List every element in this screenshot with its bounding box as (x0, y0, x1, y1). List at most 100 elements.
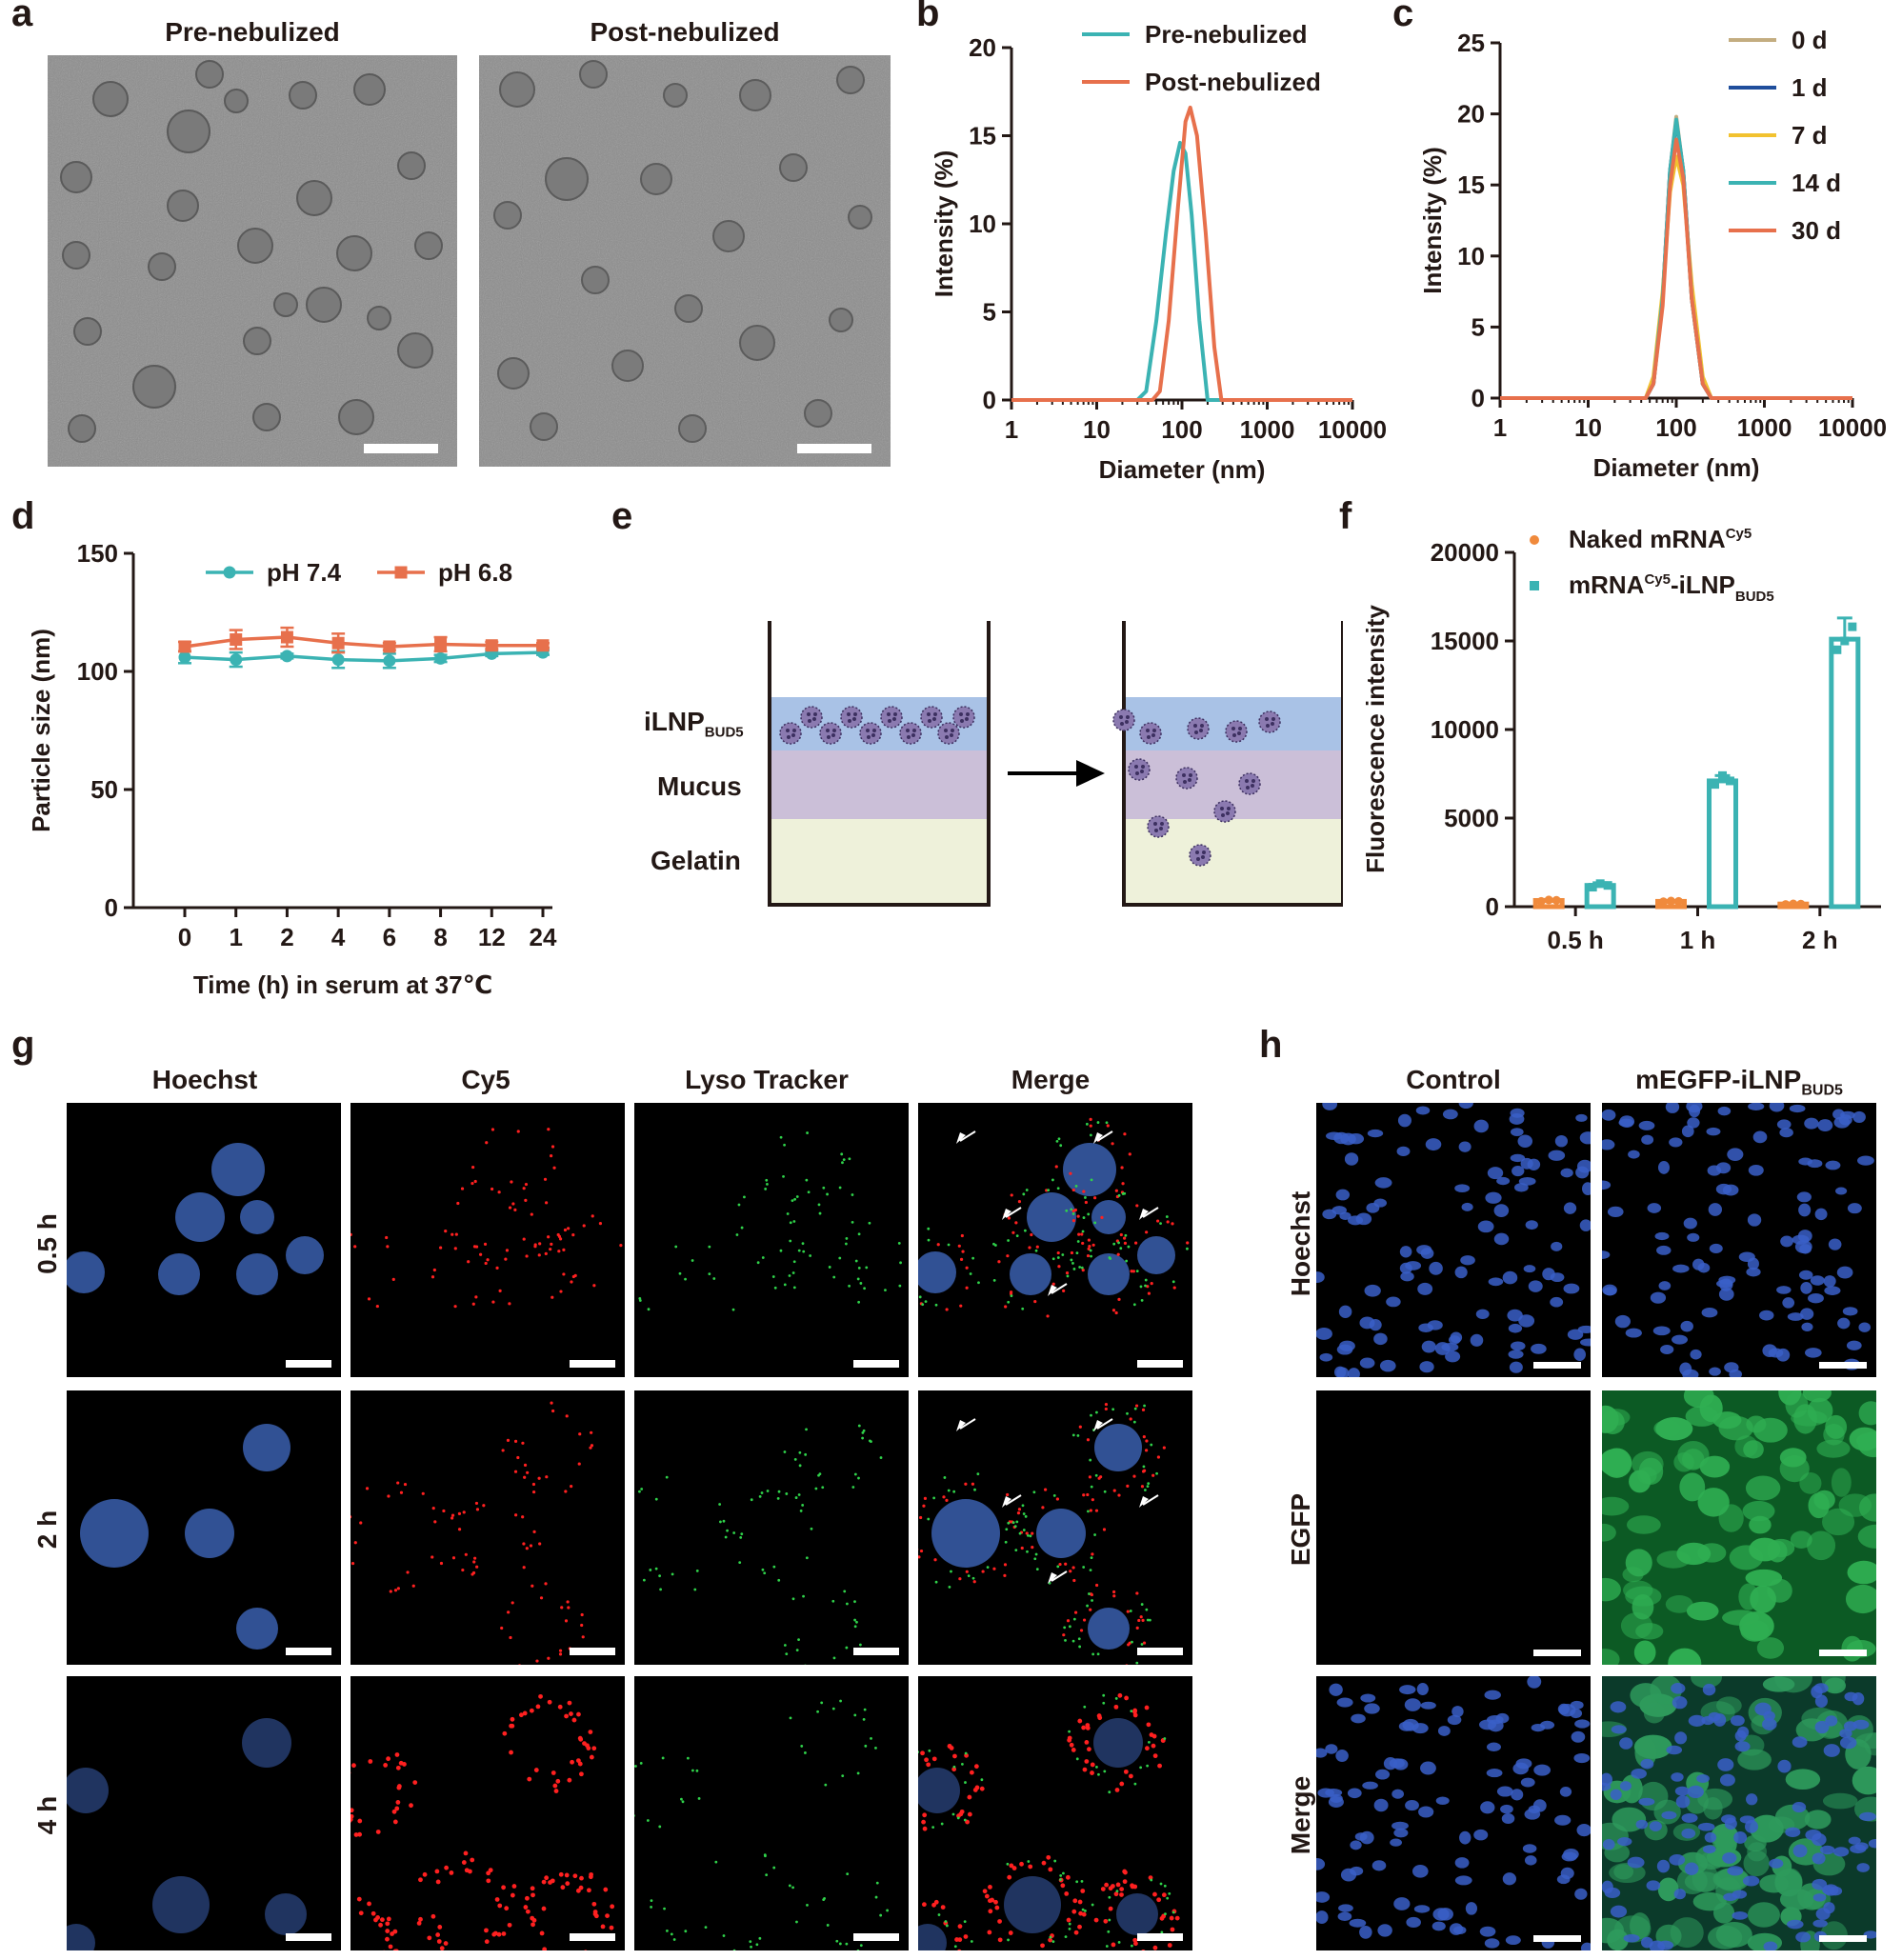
cy5-dot (439, 1561, 444, 1566)
cell (1638, 1781, 1669, 1811)
cy5-dot (598, 1222, 603, 1226)
lyso-dot (798, 1450, 802, 1454)
cy5-dot (1156, 1219, 1160, 1223)
cy5-dot (1082, 1493, 1086, 1497)
cy5-dot (523, 1905, 529, 1910)
cy5-dot (471, 1165, 475, 1170)
cy5-dot (1091, 1243, 1095, 1247)
nucleus (1340, 1132, 1356, 1146)
lyso-dot (886, 1909, 890, 1912)
cy5-dot (922, 1826, 928, 1831)
cy5-dot (507, 1922, 512, 1928)
cy5-dot (507, 1610, 511, 1614)
lyso-dot (1068, 1730, 1071, 1733)
scale-bar (1533, 1935, 1581, 1942)
lyso-dot (1075, 1251, 1079, 1255)
nucleus (1551, 1241, 1563, 1251)
nucleus (1027, 1192, 1076, 1242)
nucleus (1638, 1797, 1655, 1807)
cy5-dot (521, 1441, 525, 1445)
lyso-dot (1027, 1533, 1030, 1537)
lyso-dot (802, 1594, 805, 1598)
lyso-dot (976, 1472, 980, 1476)
cell (1602, 1496, 1630, 1516)
nucleus (1674, 1731, 1688, 1745)
nucleus (1473, 1829, 1489, 1841)
cy5-dot (1151, 1743, 1156, 1749)
lyso-dot (1074, 1184, 1078, 1188)
cy5-dot (581, 1635, 585, 1639)
nucleus (1762, 1717, 1777, 1730)
nucleus (1696, 1773, 1710, 1783)
y-tick-label: 0 (983, 386, 996, 414)
lyso-dot (1150, 1878, 1153, 1882)
cy5-dot (464, 1552, 468, 1556)
lyso-dot (640, 1488, 644, 1490)
cy5-dot (358, 1910, 364, 1916)
lyso-dot (840, 1152, 844, 1156)
lyso-dot (1007, 1300, 1011, 1304)
data-point (1796, 899, 1806, 909)
cell (1715, 1830, 1737, 1857)
nucleus (1674, 1786, 1690, 1796)
nucleus (1641, 1936, 1653, 1949)
cy5-dot (1062, 1289, 1066, 1292)
cell (1747, 1902, 1780, 1928)
nucleus (1461, 1202, 1473, 1211)
cy5-dot (1030, 1232, 1033, 1237)
cy5-dot (591, 1746, 597, 1751)
data-point (1536, 896, 1546, 906)
lyso-dot (1052, 1493, 1056, 1497)
nucleus (1580, 1338, 1591, 1347)
nucleus (918, 1768, 960, 1813)
nucleus (1652, 1326, 1671, 1336)
cy5-dot (1087, 1747, 1091, 1752)
arrow-head (1093, 1420, 1103, 1431)
lyso-dot (809, 1254, 812, 1257)
scale-bar (1533, 1362, 1581, 1369)
lyso-dot (724, 1535, 728, 1539)
lyso-dot (1147, 1482, 1151, 1486)
cy5-dot (1094, 1509, 1099, 1512)
cy5-dot (531, 1917, 537, 1923)
lyso-dot (1025, 1189, 1029, 1191)
lyso-dot (980, 1778, 984, 1782)
cy5-dot (572, 1873, 578, 1879)
cy5-dot (1117, 1297, 1121, 1302)
cy5-dot (412, 1780, 418, 1785)
cy5-dot (388, 1944, 393, 1950)
x-tick-label: 1 (1005, 415, 1018, 444)
cy5-dot (570, 1485, 573, 1489)
nucleus (1856, 1863, 1870, 1872)
data-point (178, 650, 191, 664)
cell (1845, 1584, 1876, 1614)
lyso-dot (691, 1259, 694, 1262)
lyso-dot (697, 1797, 701, 1800)
lyso-dot (858, 1643, 862, 1647)
cy5-dot (1106, 1124, 1110, 1128)
egfp-image (1316, 1390, 1591, 1665)
cy5-dot (967, 1811, 972, 1817)
lyso-dot (654, 1567, 658, 1570)
cy5-dot (1100, 1215, 1104, 1220)
cy5-dot (931, 1756, 937, 1762)
cy5-dot (535, 1704, 541, 1710)
lyso-dot (832, 1275, 836, 1279)
lyso-dot (1034, 1552, 1038, 1556)
nanoparticles (493, 60, 872, 443)
data-point (1840, 636, 1850, 646)
lyso-dot (760, 1491, 764, 1494)
nucleus (1614, 1314, 1631, 1329)
cy5-dot (467, 1260, 470, 1264)
nucleus (1665, 1103, 1680, 1113)
cy5-dot (981, 1570, 985, 1573)
lyso-dot (680, 1797, 683, 1801)
lyso-dot (986, 1566, 990, 1570)
lyso-dot (1112, 1242, 1116, 1246)
nucleus (1754, 1702, 1772, 1716)
nucleus (1654, 1231, 1670, 1241)
cy5-dot (522, 1710, 528, 1716)
cy5-dot (1145, 1746, 1150, 1751)
nucleus (1681, 1125, 1694, 1138)
nucleus (1574, 1888, 1588, 1900)
